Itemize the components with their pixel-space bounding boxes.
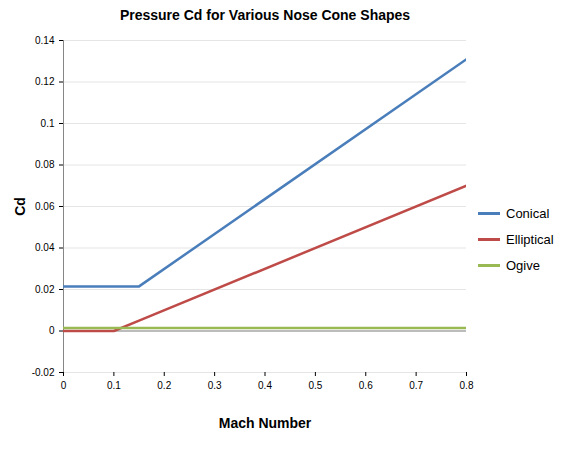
svg-text:0: 0	[49, 325, 55, 336]
svg-text:0: 0	[61, 380, 67, 391]
svg-text:0.3: 0.3	[208, 380, 222, 391]
svg-text:0.02: 0.02	[35, 284, 55, 295]
svg-text:0.08: 0.08	[35, 159, 55, 170]
svg-text:0.8: 0.8	[460, 380, 474, 391]
svg-text:0.12: 0.12	[35, 76, 55, 87]
svg-text:0.14: 0.14	[35, 35, 55, 46]
svg-text:0.04: 0.04	[35, 242, 55, 253]
svg-text:Mach Number: Mach Number	[219, 415, 312, 431]
svg-text:0.6: 0.6	[359, 380, 373, 391]
svg-text:0.7: 0.7	[409, 380, 423, 391]
html-text:Ogive: Ogive	[506, 257, 540, 273]
svg-text:0.06: 0.06	[35, 201, 55, 212]
html-text:Elliptical: Elliptical	[506, 231, 554, 247]
svg-text:0.4: 0.4	[258, 380, 272, 391]
svg-text:Cd: Cd	[12, 197, 28, 216]
svg-text:0.2: 0.2	[157, 380, 171, 391]
svg-text:-0.02: -0.02	[32, 367, 55, 378]
svg-text:0.1: 0.1	[107, 380, 121, 391]
svg-text:0.1: 0.1	[41, 118, 55, 129]
svg-text:0.5: 0.5	[308, 380, 322, 391]
html-text:Conical: Conical	[506, 205, 550, 221]
html-text:Pressure Cd for Various Nose C: Pressure Cd for Various Nose Cone Shapes	[119, 7, 411, 23]
